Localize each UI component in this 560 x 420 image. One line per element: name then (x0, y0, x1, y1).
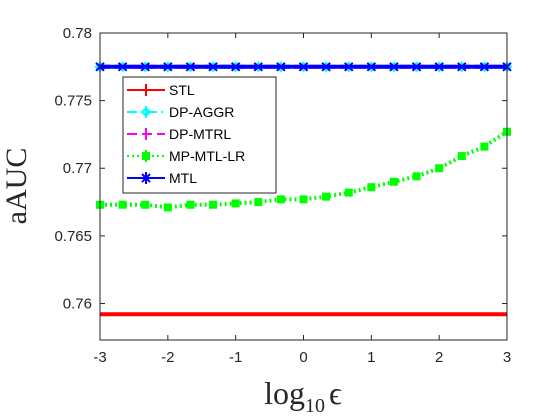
x-label-symbol: ϵ (329, 375, 342, 411)
point (140, 62, 150, 72)
x-tick-label: -3 (93, 349, 106, 366)
point (163, 203, 172, 212)
point (344, 62, 354, 72)
legend-marker (142, 152, 150, 160)
y-tick-label: 0.765 (54, 228, 92, 245)
plot-frame (99, 32, 508, 341)
y-tick-label: 0.78 (63, 25, 92, 42)
legend-marker (141, 173, 151, 183)
point (254, 198, 263, 207)
x-axis-label: log10 ϵ (264, 375, 342, 417)
point (253, 62, 263, 72)
legend-marker (140, 106, 152, 118)
point (389, 177, 398, 186)
y-tick-label: 0.77 (63, 160, 92, 177)
point (412, 172, 421, 181)
y-tick-label: 0.76 (63, 295, 92, 312)
legend: STL DP-AGGR DP-MTRL MP-MTL-LR MTL (122, 76, 277, 194)
x-tick-label: 1 (367, 349, 375, 366)
point (141, 200, 150, 209)
point (163, 62, 173, 72)
legend-label: DP-MTRL (169, 126, 231, 142)
x-label-base: log (264, 375, 305, 411)
point (208, 62, 218, 72)
y-tick-label: 0.775 (54, 93, 92, 110)
legend-label: MTL (169, 170, 197, 186)
point (231, 199, 240, 208)
point (209, 200, 218, 209)
x-tick-label: 0 (299, 349, 307, 366)
point (186, 200, 195, 209)
x-tick-label: -1 (229, 349, 242, 366)
point (480, 142, 489, 151)
point (457, 62, 467, 72)
point (411, 62, 422, 72)
x-tick-label: 2 (435, 349, 443, 366)
point (117, 62, 128, 72)
point (366, 62, 377, 72)
point (298, 62, 309, 72)
legend-label: DP-AGGR (169, 104, 234, 120)
point (479, 62, 490, 72)
x-tick-label: 3 (503, 349, 511, 366)
point (299, 195, 308, 204)
x-label-sub: 10 (305, 395, 325, 417)
point (276, 195, 285, 204)
point (344, 188, 353, 197)
legend-label: MP-MTL-LR (169, 148, 245, 164)
point (230, 62, 241, 72)
point (322, 192, 331, 201)
point (118, 200, 127, 209)
y-axis-label: aAUC (0, 148, 33, 225)
point (367, 183, 376, 192)
point (389, 62, 399, 72)
point (276, 62, 286, 72)
point (457, 152, 466, 161)
point (434, 62, 444, 72)
point (321, 62, 331, 72)
point (435, 164, 444, 173)
legend-label: STL (169, 82, 195, 98)
x-tick-label: -2 (161, 349, 174, 366)
point (185, 62, 196, 72)
